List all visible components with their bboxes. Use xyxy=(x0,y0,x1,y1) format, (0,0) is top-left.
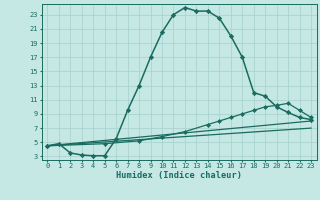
X-axis label: Humidex (Indice chaleur): Humidex (Indice chaleur) xyxy=(116,171,242,180)
